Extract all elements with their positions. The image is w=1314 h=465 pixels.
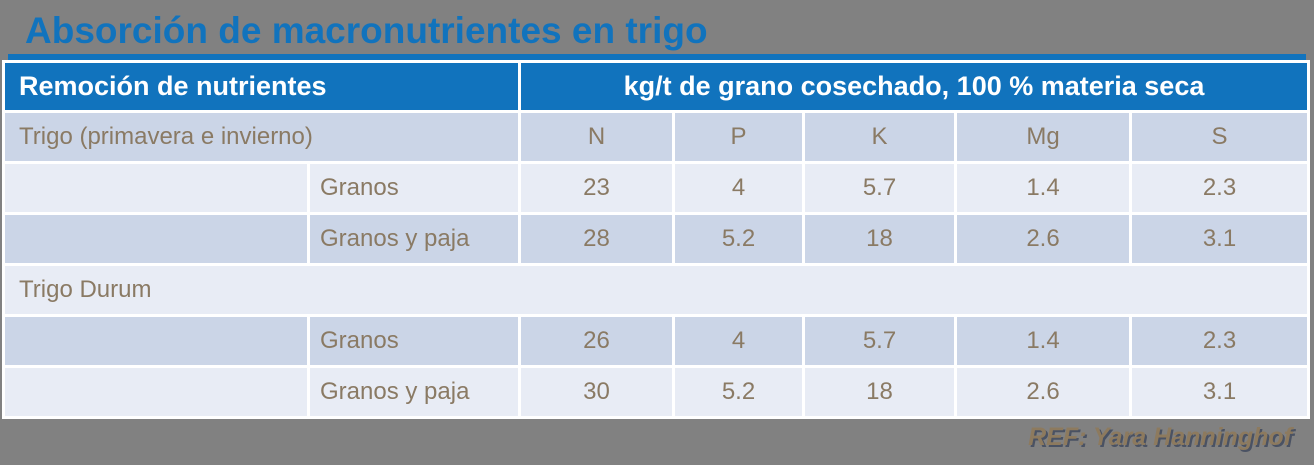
col-header-s: S: [1132, 113, 1307, 161]
col-header-p: P: [675, 113, 802, 161]
col-header-mg: Mg: [957, 113, 1129, 161]
spacer-cell: [5, 215, 307, 263]
row-label: Granos: [310, 317, 518, 365]
value-mg: 1.4: [957, 164, 1129, 212]
value-p: 4: [675, 317, 802, 365]
row-label: Granos: [310, 164, 518, 212]
value-n: 23: [521, 164, 672, 212]
value-k: 5.7: [805, 317, 954, 365]
value-mg: 2.6: [957, 368, 1129, 416]
row-label: Granos y paja: [310, 215, 518, 263]
spacer-cell: [5, 368, 307, 416]
col-header-n: N: [521, 113, 672, 161]
nutrient-removal-table: Remoción de nutrientes kg/t de grano cos…: [2, 60, 1310, 419]
col-header-k: K: [805, 113, 954, 161]
page-title: Absorción de macronutrientes en trigo: [25, 10, 708, 51]
value-n: 26: [521, 317, 672, 365]
value-k: 18: [805, 368, 954, 416]
value-mg: 2.6: [957, 215, 1129, 263]
value-s: 3.1: [1132, 215, 1307, 263]
section-header-trigo-primavera: Trigo (primavera e invierno): [5, 113, 518, 161]
spacer-cell: [5, 317, 307, 365]
value-p: 4: [675, 164, 802, 212]
table-header-left: Remoción de nutrientes: [5, 63, 518, 110]
value-k: 18: [805, 215, 954, 263]
value-p: 5.2: [675, 368, 802, 416]
value-s: 2.3: [1132, 317, 1307, 365]
value-k: 5.7: [805, 164, 954, 212]
spacer-cell: [5, 164, 307, 212]
reference-credit: REF: Yara Hanninghof: [1028, 423, 1292, 451]
value-s: 3.1: [1132, 368, 1307, 416]
value-mg: 1.4: [957, 317, 1129, 365]
value-n: 28: [521, 215, 672, 263]
row-label: Granos y paja: [310, 368, 518, 416]
value-s: 2.3: [1132, 164, 1307, 212]
title-underline: [8, 54, 1306, 60]
section-header-trigo-durum: Trigo Durum: [5, 266, 1307, 314]
value-p: 5.2: [675, 215, 802, 263]
table-header-units: kg/t de grano cosechado, 100 % materia s…: [521, 63, 1307, 110]
value-n: 30: [521, 368, 672, 416]
